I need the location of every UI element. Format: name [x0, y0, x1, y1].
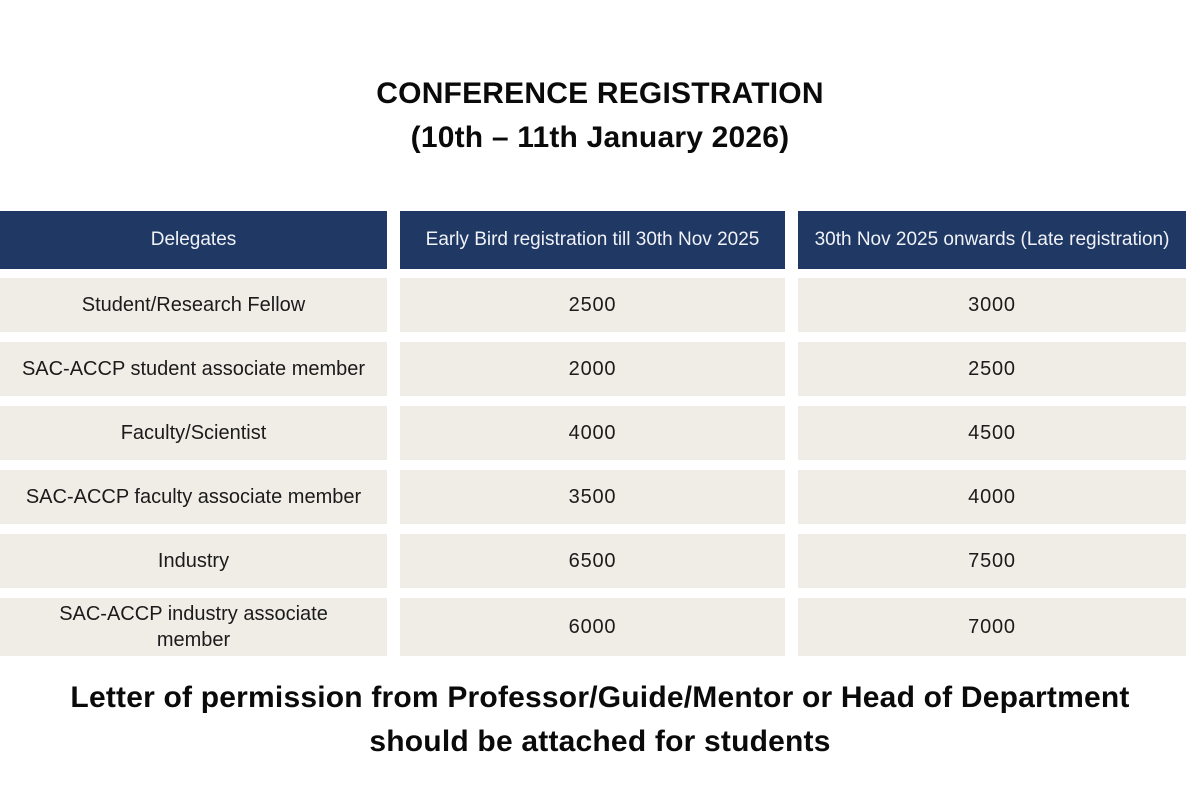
page-title-line-1: CONFERENCE REGISTRATION: [376, 77, 824, 110]
delegate-cell: Faculty/Scientist: [0, 406, 387, 460]
table-row: Industry 6500 7500: [0, 534, 1200, 588]
early-bird-fee-cell: 4000: [400, 406, 785, 460]
delegate-cell: SAC-ACCP industry associate member: [0, 598, 387, 656]
late-fee-cell: 7500: [798, 534, 1186, 588]
early-bird-fee-cell: 2000: [400, 342, 785, 396]
late-fee-cell: 4000: [798, 470, 1186, 524]
table-header-row: Delegates Early Bird registration till 3…: [0, 211, 1200, 269]
page: CONFERENCE REGISTRATION (10th – 11th Jan…: [0, 72, 1200, 764]
column-header-early-bird: Early Bird registration till 30th Nov 20…: [400, 211, 785, 269]
early-bird-fee-cell: 6500: [400, 534, 785, 588]
early-bird-fee-cell: 2500: [400, 278, 785, 332]
delegate-cell: Industry: [0, 534, 387, 588]
table-row: SAC-ACCP faculty associate member 3500 4…: [0, 470, 1200, 524]
registration-fee-table: Delegates Early Bird registration till 3…: [0, 211, 1200, 656]
late-fee-cell: 3000: [798, 278, 1186, 332]
footer-note: Letter of permission from Professor/Guid…: [70, 681, 1130, 758]
late-fee-cell: 7000: [798, 598, 1186, 656]
page-title: CONFERENCE REGISTRATION (10th – 11th Jan…: [0, 72, 1200, 160]
delegate-cell: Student/Research Fellow: [0, 278, 387, 332]
late-fee-cell: 2500: [798, 342, 1186, 396]
column-header-late-registration: 30th Nov 2025 onwards (Late registration…: [798, 211, 1186, 269]
table-row: Student/Research Fellow 2500 3000: [0, 278, 1200, 332]
early-bird-fee-cell: 6000: [400, 598, 785, 656]
delegate-cell: SAC-ACCP faculty associate member: [0, 470, 387, 524]
column-header-delegates: Delegates: [0, 211, 387, 269]
table-row: SAC-ACCP industry associate member 6000 …: [0, 598, 1200, 656]
late-fee-cell: 4500: [798, 406, 1186, 460]
table-row: SAC-ACCP student associate member 2000 2…: [0, 342, 1200, 396]
page-title-line-2: (10th – 11th January 2026): [410, 121, 790, 154]
table-row: Faculty/Scientist 4000 4500: [0, 406, 1200, 460]
delegate-cell: SAC-ACCP student associate member: [0, 342, 387, 396]
early-bird-fee-cell: 3500: [400, 470, 785, 524]
delegate-cell-text: SAC-ACCP industry associate member: [59, 603, 328, 651]
